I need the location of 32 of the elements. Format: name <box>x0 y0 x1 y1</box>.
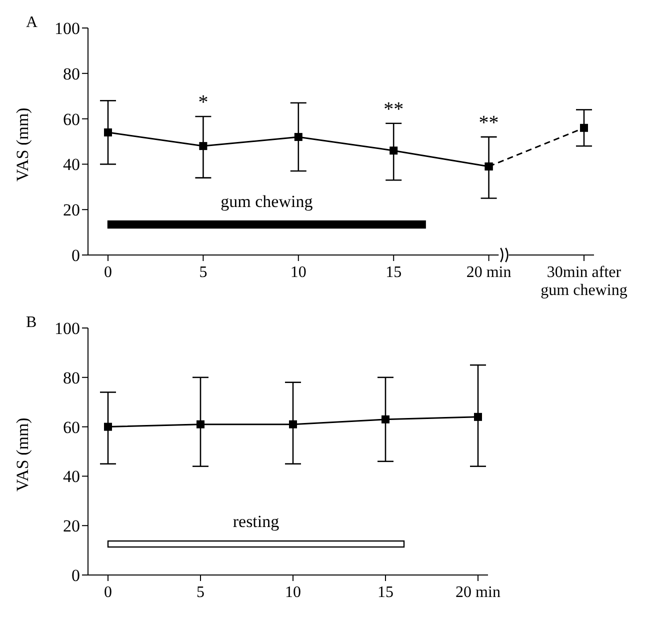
y-tick-label: 80 <box>63 368 80 388</box>
x-tick-label: 15 <box>386 264 402 281</box>
x-tick-label: 30min after gum chewing <box>540 264 628 299</box>
x-tick-label: 10 <box>290 264 306 281</box>
y-tick-label: 40 <box>63 467 80 486</box>
x-tick-label: 5 <box>199 264 208 281</box>
x-tick-label: 0 <box>104 584 112 601</box>
y-tick-label: 60 <box>63 110 80 129</box>
y-tick-label: 0 <box>72 246 80 266</box>
x-tick-label: 20 min <box>466 264 512 281</box>
annotation: resting <box>232 512 280 531</box>
y-tick-label: 20 <box>63 516 80 536</box>
y-tick-label: 60 <box>63 418 80 437</box>
y-tick-label: 100 <box>54 19 80 38</box>
annotation: gum chewing <box>220 192 314 211</box>
data-label: ** <box>384 98 404 120</box>
y-tick-label: 0 <box>72 566 80 586</box>
x-tick-label: 0 <box>104 264 112 281</box>
x-tick-label: 10 <box>285 584 301 601</box>
chart-title: A <box>26 14 38 32</box>
x-tick-label: 15 <box>378 584 394 601</box>
x-tick-label: 20 min <box>456 584 500 601</box>
y-tick-label: 100 <box>54 319 80 338</box>
y-axis-title: VAS (mm) <box>13 418 32 492</box>
x-tick-label: 5 <box>196 584 204 601</box>
y-tick-label: 40 <box>63 155 80 174</box>
y-tick-label: 20 <box>63 200 80 220</box>
y-tick-label: 80 <box>63 64 80 84</box>
data-label: * <box>198 92 208 114</box>
chart-title: B <box>26 314 37 332</box>
data-label: ** <box>478 112 499 134</box>
y-axis-title: VAS (mm) <box>13 108 32 182</box>
